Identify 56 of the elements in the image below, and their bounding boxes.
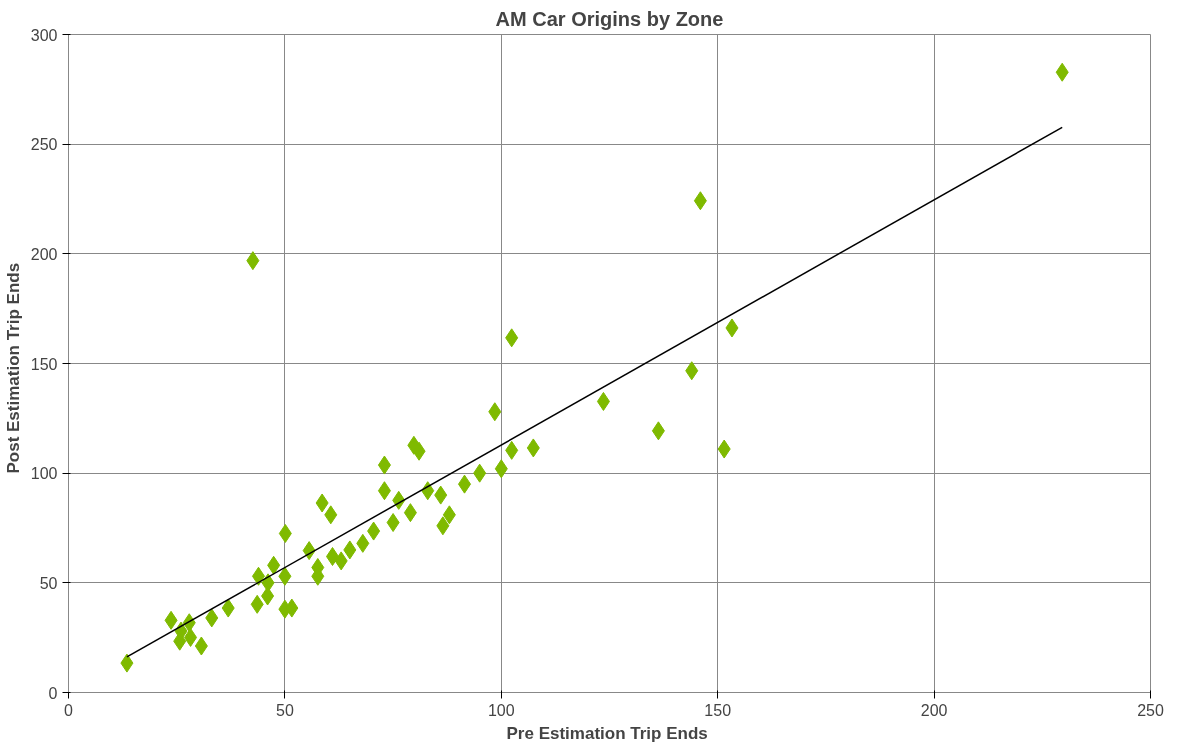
point: [442, 505, 456, 525]
point: [194, 636, 208, 656]
y-tick-label: 150: [30, 355, 58, 373]
point: [221, 598, 235, 618]
point: [267, 555, 281, 575]
point: [458, 474, 472, 494]
point: [434, 485, 448, 505]
point: [403, 503, 417, 523]
y-tick-label: 200: [30, 245, 58, 263]
point: [685, 361, 699, 381]
point: [494, 459, 508, 479]
x-tick-label: 50: [276, 701, 294, 719]
point: [205, 608, 219, 628]
point: [386, 513, 400, 533]
point: [1055, 62, 1069, 82]
point: [488, 402, 502, 422]
point: [184, 627, 198, 647]
chart-title: AM Car Origins by Zone: [495, 7, 724, 30]
point: [717, 439, 731, 459]
x-tick-label: 200: [920, 701, 948, 719]
point: [120, 653, 134, 673]
point: [367, 521, 381, 541]
y-tick-label: 50: [39, 574, 58, 592]
point: [473, 463, 487, 483]
point: [377, 455, 391, 475]
point: [596, 391, 610, 411]
point: [343, 540, 357, 560]
point: [693, 191, 707, 211]
point: [278, 566, 292, 586]
point: [356, 533, 370, 553]
point: [164, 610, 178, 630]
point: [412, 441, 426, 461]
point: [725, 318, 739, 338]
point: [315, 493, 329, 513]
point: [377, 481, 391, 501]
point: [505, 328, 519, 348]
y-tick-label: 250: [30, 136, 58, 154]
point: [526, 438, 540, 458]
y-tick-label: 0: [48, 684, 58, 702]
point: [436, 516, 450, 536]
point: [250, 594, 264, 614]
y-axis-title: Post Estimation Trip Ends: [3, 262, 23, 474]
y-tick-label: 100: [30, 465, 58, 483]
x-tick-label: 100: [487, 701, 515, 719]
x-tick-label: 250: [1137, 701, 1164, 719]
x-axis-title: Pre Estimation Trip Ends: [506, 723, 708, 743]
point: [324, 505, 338, 525]
point: [651, 421, 665, 441]
point: [261, 586, 275, 606]
point: [246, 251, 260, 271]
point: [278, 523, 292, 543]
point: [285, 598, 299, 618]
x-tick-label: 0: [64, 701, 74, 719]
x-tick-label: 150: [704, 701, 732, 719]
y-tick-label: 300: [30, 26, 58, 44]
point: [505, 440, 519, 460]
